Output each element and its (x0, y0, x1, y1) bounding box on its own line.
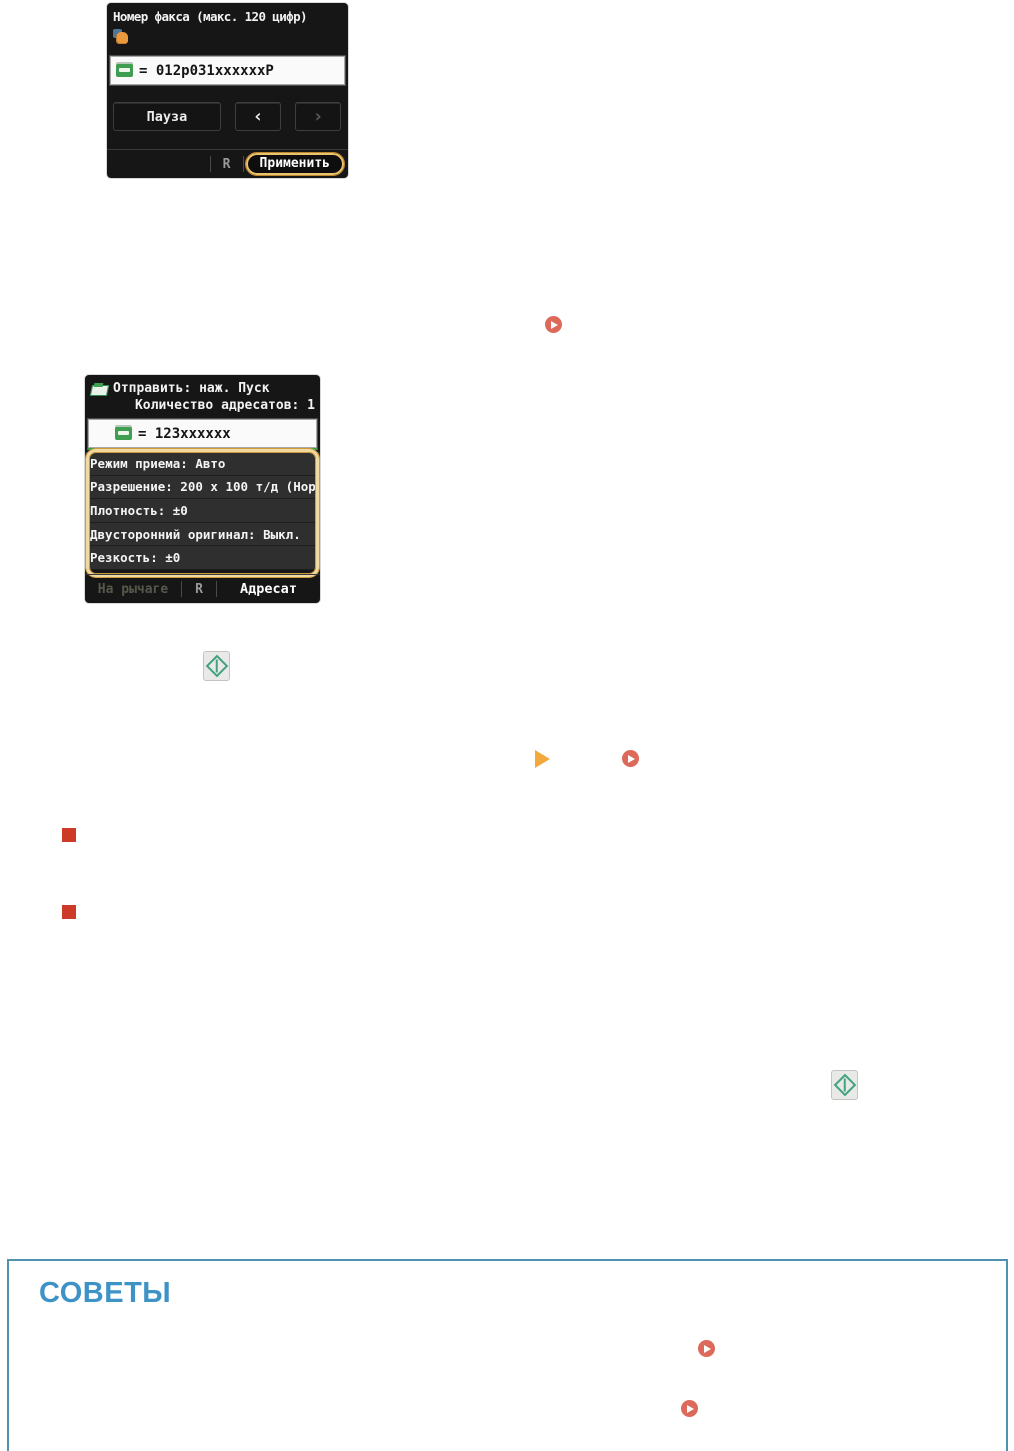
tips-heading: СОВЕТЫ (39, 1277, 172, 1309)
link-play-icon[interactable] (545, 316, 562, 333)
fax-settings-list: Режим приема: Авто Разрешение: 200 x 100… (85, 452, 320, 570)
link-play-icon[interactable] (622, 750, 639, 767)
setting-sharpness[interactable]: Резкость: ±0 (85, 546, 320, 570)
setting-rx-mode[interactable]: Режим приема: Авто (85, 452, 320, 476)
send-header: Отправить: наж. Пуск (91, 381, 270, 396)
start-key-icon (203, 651, 230, 681)
start-key-icon (831, 1070, 858, 1100)
r-key-button[interactable]: R (222, 156, 231, 172)
send-screen-footer: На рычаге R Адресат (85, 574, 320, 603)
footer-divider (216, 581, 217, 597)
fax-number-value: = 012p031xxxxxxP (139, 62, 274, 79)
setting-two-sided[interactable]: Двусторонний оригинал: Выкл. (85, 523, 320, 547)
destination-number-value: = 123xxxxxx (138, 425, 231, 442)
red-square-bullet-icon (62, 828, 76, 842)
chevron-left-icon[interactable]: ‹ (235, 102, 281, 131)
send-document-icon (91, 383, 108, 395)
footer-divider (209, 156, 211, 172)
r-key-button[interactable]: R (195, 581, 203, 597)
red-square-bullet-icon (62, 905, 76, 919)
send-header-label: Отправить: наж. Пуск (113, 381, 270, 396)
recipients-count-label: Количество адресатов: 1 (134, 398, 315, 413)
destination-number-field[interactable]: = 123xxxxxx (87, 418, 318, 450)
apply-button-highlighted[interactable]: Применить (244, 152, 346, 176)
setting-resolution[interactable]: Разрешение: 200 x 100 т/д (Нор (85, 476, 320, 500)
step-arrow-icon (535, 750, 550, 768)
link-play-icon[interactable] (681, 1400, 698, 1417)
link-play-icon[interactable] (698, 1340, 715, 1357)
tips-box: СОВЕТЫ (7, 1259, 1008, 1451)
fax-number-field[interactable]: = 012p031xxxxxxP (109, 55, 346, 86)
fax-printer-icon (116, 64, 133, 77)
fax-entry-buttons: Пауза ‹ › (113, 102, 342, 131)
on-hook-button: На рычаге (97, 581, 169, 597)
footer-divider (181, 581, 182, 597)
fax-screen-footer: R Применить (107, 149, 348, 178)
fax-printer-icon (115, 427, 132, 440)
chevron-right-icon: › (295, 102, 341, 131)
footer-divider (242, 156, 244, 172)
destination-button[interactable]: Адресат (240, 581, 297, 597)
fax-number-screen: Номер факса (макс. 120 цифр) = 012p031xx… (107, 3, 348, 178)
setting-density[interactable]: Плотность: ±0 (85, 499, 320, 523)
numeric-key-entry-icon (113, 28, 130, 44)
fax-send-screen: Отправить: наж. Пуск Количество адресато… (85, 375, 320, 603)
fax-number-screen-title: Номер факса (макс. 120 цифр) (113, 9, 308, 24)
pause-button[interactable]: Пауза (113, 102, 221, 131)
